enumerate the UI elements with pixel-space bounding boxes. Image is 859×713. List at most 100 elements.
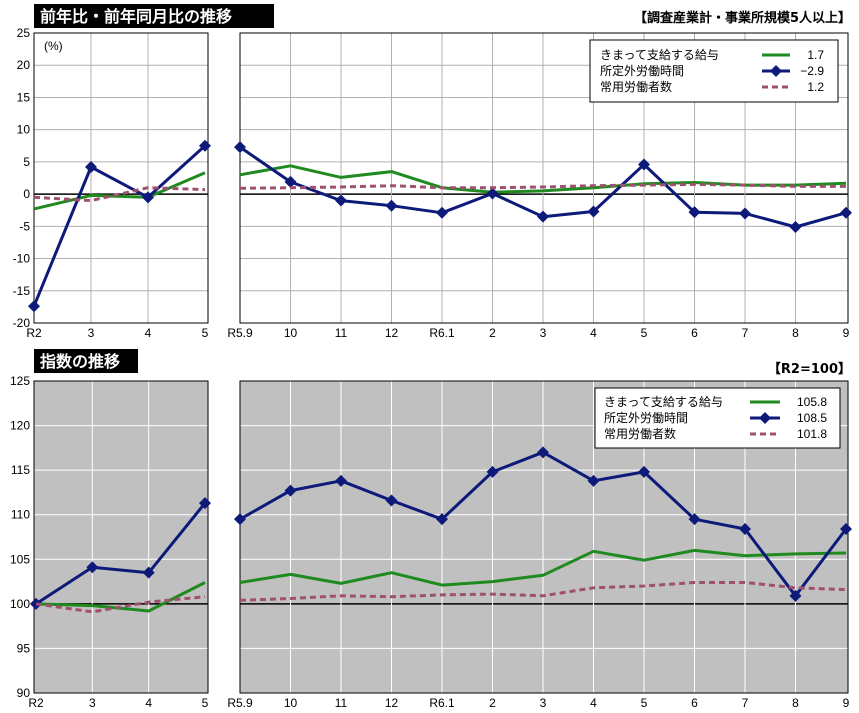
top-legend-value-1: −2.9 (800, 64, 824, 78)
bottom-right-frame (239, 380, 849, 694)
bottom-right-xtick-7: 4 (590, 696, 597, 710)
bottom-left-ytick-5: 115 (11, 463, 30, 477)
top-right-series-1-point-10 (739, 207, 751, 220)
bottom-left-ytick-6: 120 (10, 419, 30, 433)
top-left-series-2-line (33, 186, 206, 203)
bottom-legend-label-0: きまって支給する給与 (604, 395, 723, 409)
bottom-legend-marker-1 (759, 412, 771, 424)
bottom-left-xtick-0: R2 (28, 696, 44, 710)
bottom-right-xtick-6: 3 (540, 696, 547, 710)
top-left-series-1-line (32, 144, 207, 307)
bottom-legend-value-1: 108.5 (797, 411, 827, 425)
top-right-xtick-9: 6 (691, 326, 698, 340)
top-right-series-2-line (239, 182, 846, 190)
top-legend-label-0: きまって支給する給与 (600, 48, 719, 62)
bottom-right-series-1-point-3 (385, 494, 398, 507)
top-right-xtick-4: R6.1 (429, 326, 455, 340)
top-left-ytick-5: 5 (23, 155, 30, 169)
top-legend: きまって支給する給与 所定外労働時間 常用労働者数 1.7 −2.9 1.2 (589, 39, 839, 103)
top-left-xtick-2: 4 (145, 326, 152, 340)
bottom-left-series-1-line (35, 502, 207, 606)
bottom-note: 【R2=100】 (768, 361, 851, 377)
top-right-series-1-point-8 (638, 158, 650, 171)
bottom-left-xtick-2: 4 (145, 696, 152, 710)
top-right-series-1-point-11 (789, 220, 802, 233)
bottom-right-series-1-point-10 (739, 522, 751, 535)
bottom-right-series-1-point-2 (335, 474, 347, 487)
top-right-xtick-5: 2 (489, 326, 496, 340)
top-legend-value-2: 1.2 (807, 80, 824, 94)
bottom-left-plot-area (34, 381, 208, 693)
top-right-series-1-point-1 (284, 175, 297, 188)
top-right-series-1-point-6 (537, 210, 549, 223)
top-right-series-1-point-3 (385, 199, 398, 212)
top-legend-value-0: 1.7 (807, 48, 824, 62)
bottom-left-series-1-point-3 (199, 497, 211, 510)
top-left-ytick-1: -15 (13, 284, 31, 298)
top-legend-label-1: 所定外労働時間 (600, 63, 684, 78)
bottom-left-ytick-7: 125 (10, 374, 30, 388)
bottom-legend: きまって支給する給与 所定外労働時間 常用労働者数 105.8 108.5 10… (594, 387, 841, 449)
bottom-right-xtick-9: 6 (691, 696, 698, 710)
top-right-xtick-0: R5.9 (227, 326, 253, 340)
top-note: 【調査産業計・事業所規模5人以上】 (634, 10, 851, 26)
top-left-series-1-point-1 (85, 161, 97, 174)
top-legend-marker-1 (770, 65, 782, 77)
top-left-series-1-point-3 (199, 139, 211, 152)
top-right-series-1-point-4 (436, 206, 448, 219)
top-left-ytick-6: 10 (17, 123, 31, 137)
bottom-right-series-1-point-6 (537, 446, 549, 459)
bottom-left-series-1-point-2 (142, 566, 155, 579)
top-right-series-1-point-12 (840, 206, 852, 219)
bottom-title: 指数の推移 (40, 352, 120, 371)
bottom-right-xtick-0: R5.9 (227, 696, 253, 710)
bottom-title-box (34, 349, 138, 373)
bottom-left-series-1-point-0 (30, 597, 42, 610)
top-right-frame (239, 32, 849, 324)
top-left-plot: -20 -15 -10 -5 0 5 10 15 20 25 R2 3 4 5 (13, 26, 211, 340)
bottom-right-series-1-point-12 (840, 522, 852, 535)
bottom-left-ytick-3: 105 (10, 552, 30, 566)
top-right-xtick-8: 5 (641, 326, 648, 340)
top-title-box (34, 4, 274, 28)
bottom-right-series-1-point-4 (436, 513, 448, 526)
bottom-right-xtick-2: 11 (335, 696, 348, 710)
top-left-ytick-8: 20 (17, 58, 31, 72)
bottom-legend-label-1: 所定外労働時間 (604, 410, 688, 425)
top-unit-label: (%) (44, 39, 63, 53)
bottom-left-frame (33, 380, 209, 694)
top-left-ytick-3: -5 (19, 219, 30, 233)
top-right-series-1-point-0 (234, 141, 246, 154)
top-left-plot-area (34, 33, 208, 323)
top-right-xtick-10: 7 (742, 326, 749, 340)
bottom-right-series-1-point-5 (486, 465, 499, 478)
bottom-right-xtick-3: 12 (385, 696, 399, 710)
bottom-right-series-1-point-11 (789, 589, 802, 602)
top-right-series-1-point-9 (688, 206, 701, 219)
top-right-series-1-point-5 (486, 187, 499, 200)
top-right-xtick-11: 8 (792, 326, 799, 340)
bottom-right-series-2-line (239, 581, 847, 602)
top-left-xtick-3: 5 (202, 326, 209, 340)
bottom-legend-label-2: 常用労働者数 (604, 426, 676, 441)
bottom-right-xtick-10: 7 (742, 696, 749, 710)
bottom-legend-value-0: 105.8 (797, 395, 827, 409)
top-right-xtick-1: 10 (284, 326, 298, 340)
bottom-right-series-1-point-8 (638, 465, 650, 478)
top-right-xtick-12: 9 (843, 326, 850, 340)
bottom-right-series-1-point-7 (587, 474, 600, 487)
top-right-series-1-point-2 (335, 194, 347, 207)
top-left-ytick-4: 0 (23, 187, 30, 201)
top-left-xtick-0: R2 (26, 326, 42, 340)
top-title: 前年比・前年同月比の推移 (40, 7, 232, 26)
top-left-xtick-1: 3 (88, 326, 95, 340)
top-left-ytick-0: -20 (13, 316, 31, 330)
bottom-left-series-1-point-1 (86, 561, 99, 574)
top-left-ytick-9: 25 (17, 26, 31, 40)
bottom-right-xtick-12: 9 (843, 696, 850, 710)
bottom-left-series-2-line (35, 595, 206, 614)
top-left-series-1-point-2 (142, 191, 154, 204)
bottom-left-ytick-4: 110 (11, 508, 30, 522)
bottom-right-xtick-5: 2 (489, 696, 496, 710)
